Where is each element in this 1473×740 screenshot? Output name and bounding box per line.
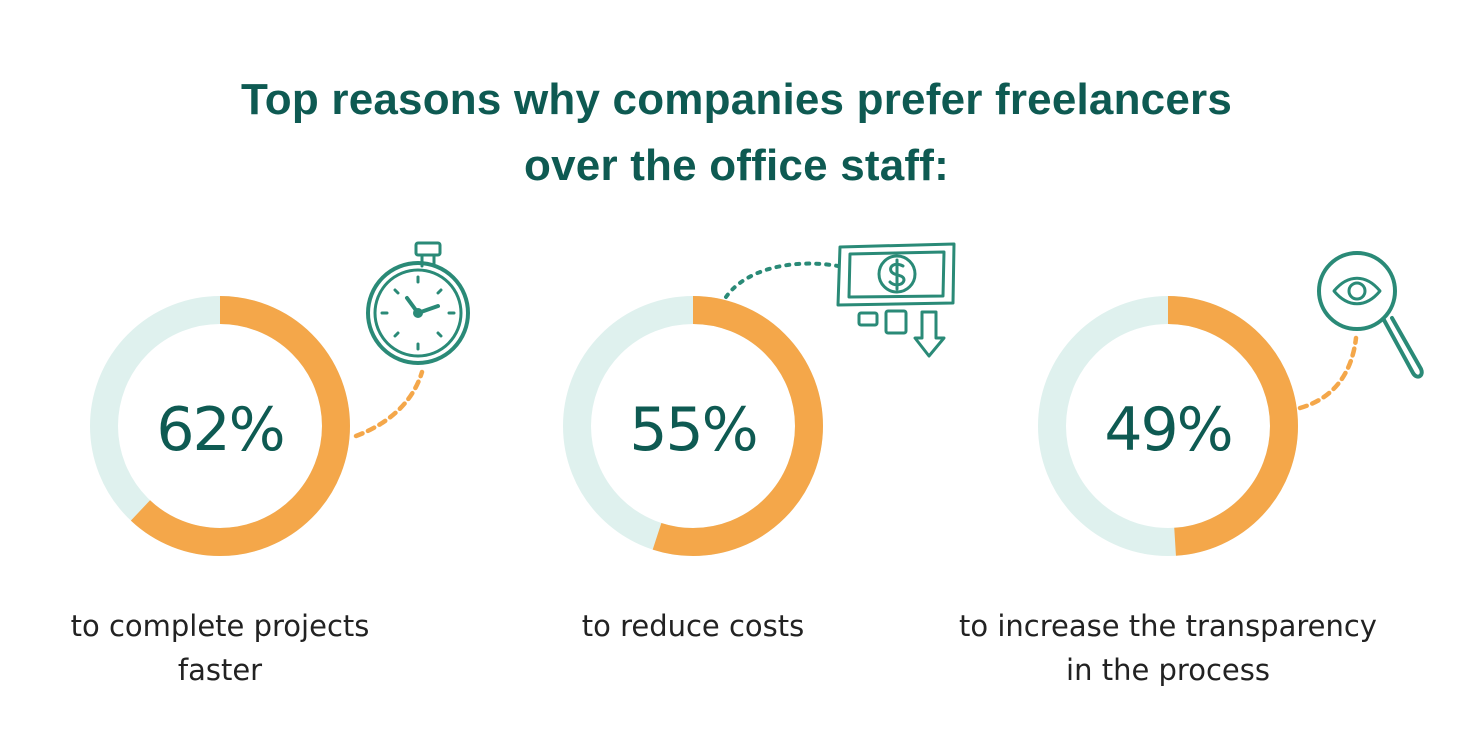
chart-title: Top reasons why companies prefer freelan…	[0, 67, 1473, 199]
donut-2-value-arc	[563, 296, 823, 556]
caption-2: to reduce costs	[483, 604, 903, 648]
stopwatch-icon	[366, 241, 470, 365]
money-bill-icon	[836, 242, 956, 358]
caption-1-line-1: to complete projects	[70, 609, 370, 643]
caption-1-line-2: faster	[177, 653, 263, 687]
donut-2: 55%	[563, 296, 823, 556]
caption-3-line-1: to increase the transparency	[959, 609, 1377, 643]
donut-3: 49%	[1038, 296, 1298, 556]
title-line-2: over the office staff:	[524, 141, 949, 191]
donut-1-percent-label: 62%	[156, 395, 283, 465]
money-connector	[724, 261, 840, 299]
donut-2-percent-label: 55%	[629, 395, 756, 465]
magnifier-connector	[1297, 335, 1359, 411]
title-line-1: Top reasons why companies prefer freelan…	[240, 75, 1233, 125]
magnifier-eye-icon	[1317, 251, 1424, 379]
donut-1: 62%	[90, 296, 350, 556]
caption-3-line-2: in the process	[1066, 653, 1270, 687]
caption-2-line-1: to reduce costs	[581, 609, 805, 643]
caption-3: to increase the transparency in the proc…	[958, 604, 1378, 692]
caption-1: to complete projects faster	[10, 604, 430, 692]
donut-1-value-arc	[90, 296, 350, 556]
donut-3-value-arc	[1038, 296, 1298, 556]
donut-3-percent-label: 49%	[1104, 395, 1231, 465]
stopwatch-connector	[353, 369, 425, 439]
